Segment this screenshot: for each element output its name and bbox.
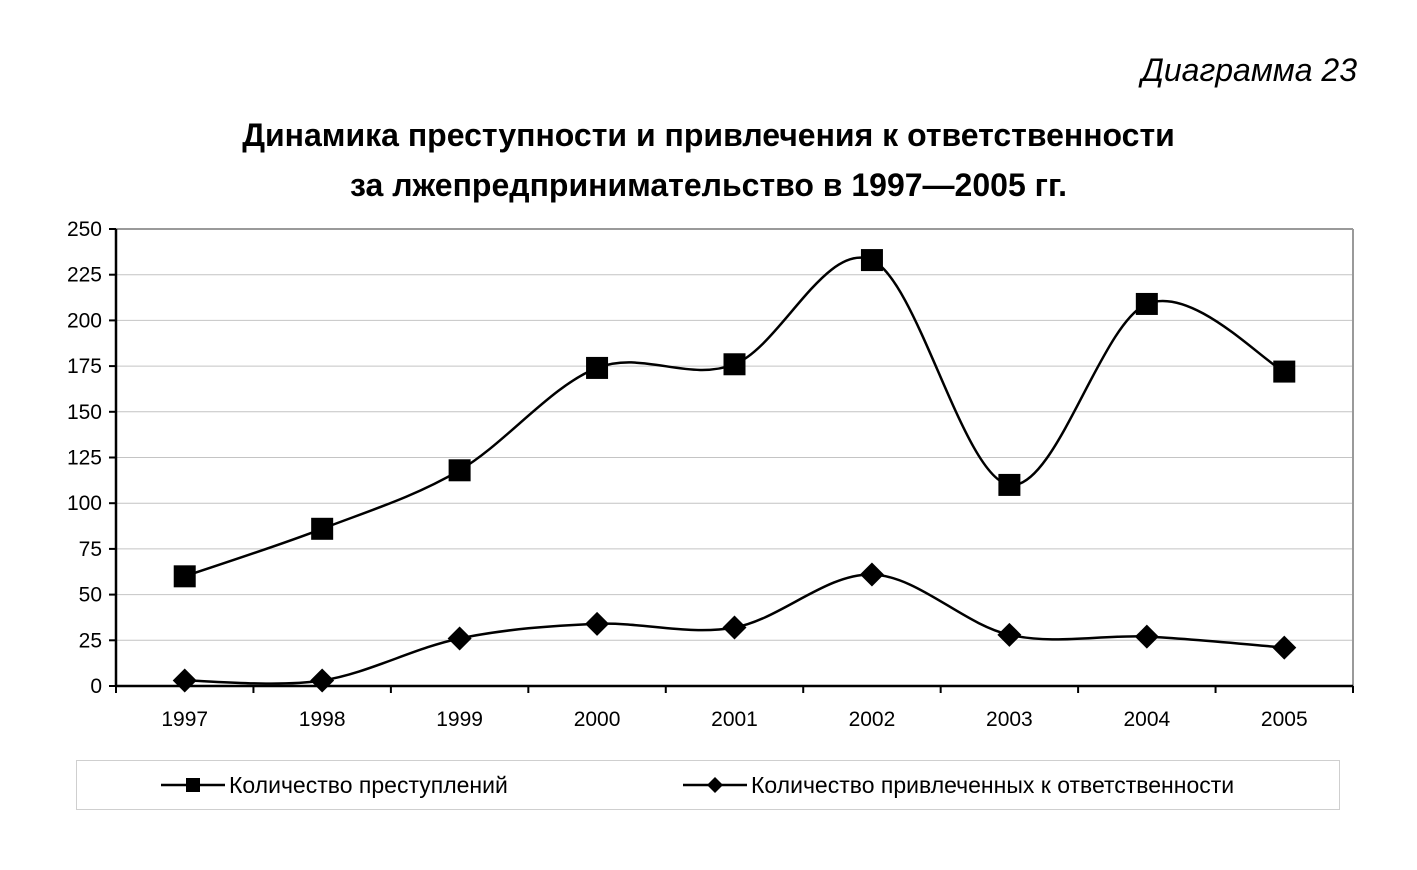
y-tick-label: 125: [67, 447, 102, 470]
y-tick-label: 75: [79, 538, 102, 561]
legend-label-crimes: Количество преступлений: [229, 771, 508, 798]
data-point-diamond: [997, 622, 1022, 647]
y-tick-label: 175: [67, 355, 102, 378]
series-markers: [172, 249, 1297, 693]
x-tick-label: 2000: [574, 708, 621, 731]
y-tick-labels: 0 25 50 75 100 125 150 175 200 225 250: [67, 218, 102, 698]
y-tick-label: 250: [67, 218, 102, 241]
x-tick-label: 2001: [711, 708, 758, 731]
y-tick-label: 50: [79, 584, 102, 607]
data-point-diamond: [859, 562, 884, 587]
figure-label: Диаграмма 23: [1141, 52, 1357, 88]
data-point-square: [998, 473, 1021, 496]
legend-item-prosecuted: Количество привлеченных к ответственност…: [683, 761, 1234, 809]
y-tick-label: 0: [90, 675, 102, 698]
data-point-square: [173, 565, 196, 588]
x-tick-label: 1997: [161, 708, 208, 731]
data-point-diamond: [1134, 624, 1159, 649]
series-line-1: [184, 256, 1285, 578]
data-point-square: [448, 459, 471, 482]
data-point-diamond: [585, 611, 610, 636]
data-point-square: [1273, 360, 1296, 383]
y-tick-label: 150: [67, 401, 102, 424]
x-tick-labels: 1997 1998 1999 2000 2001 2002 2003 2004 2005: [161, 708, 1307, 731]
x-tick-label: 2004: [1123, 708, 1170, 731]
data-point-square: [860, 249, 883, 272]
data-point-diamond: [310, 668, 335, 693]
legend-item-crimes: Количество преступлений: [161, 761, 508, 809]
chart-subtitle: за лжепредпринимательство в 1997—2005 гг…: [350, 167, 1067, 203]
data-point-diamond: [1272, 635, 1297, 660]
y-tick-label: 200: [67, 309, 102, 332]
legend-square-marker-icon: [161, 778, 225, 792]
legend: Количество преступлений Количество привл…: [76, 760, 1340, 810]
data-point-square: [1135, 292, 1158, 315]
gridlines: [116, 228, 1353, 641]
chart-title: Динамика преступности и привлечения к от…: [242, 117, 1175, 153]
x-tick-label: 2003: [986, 708, 1033, 731]
data-point-diamond: [722, 615, 747, 640]
x-tick-label: 1998: [299, 708, 346, 731]
x-tick-label: 2005: [1261, 708, 1308, 731]
x-tick-label: 2002: [849, 708, 896, 731]
y-tick-label: 25: [79, 629, 102, 652]
data-point-diamond: [447, 626, 472, 651]
data-point-square: [311, 517, 334, 540]
legend-diamond-marker-icon: [683, 777, 747, 793]
data-point-square: [586, 356, 609, 379]
y-tick-label: 225: [67, 264, 102, 287]
x-tick-label: 1999: [436, 708, 483, 731]
chart-title-block: Динамика преступности и привлечения к от…: [0, 110, 1417, 210]
legend-label-prosecuted: Количество привлеченных к ответственност…: [751, 771, 1235, 798]
y-tick-label: 100: [67, 492, 102, 515]
data-point-diamond: [172, 668, 197, 693]
data-point-square: [723, 353, 746, 376]
